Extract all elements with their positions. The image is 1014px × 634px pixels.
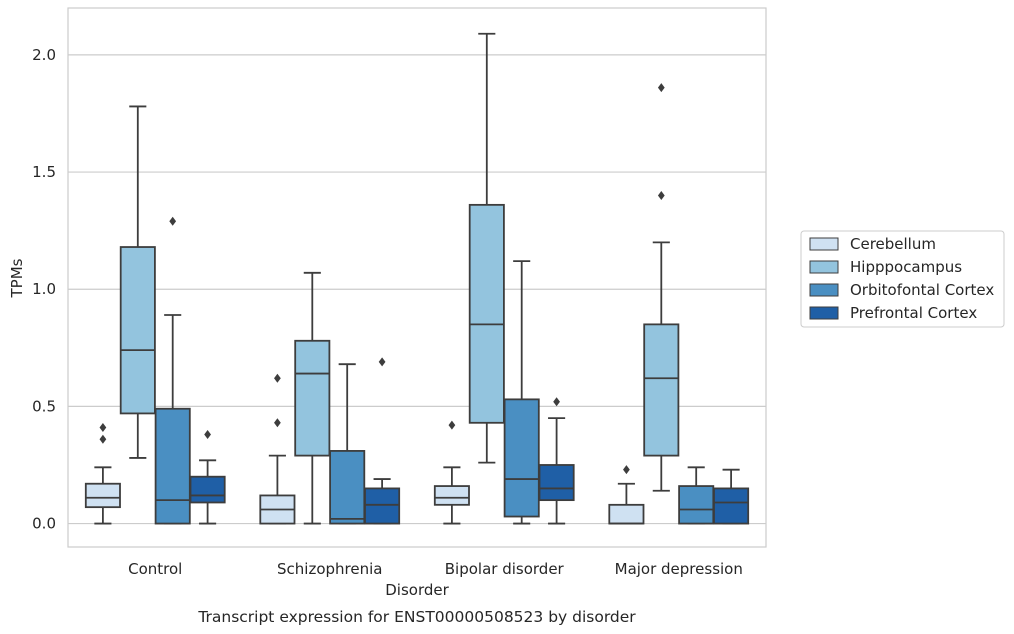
box-orbitofontal-cortex: [678, 466, 715, 525]
box-prefrontal-cortex: [713, 468, 750, 525]
x-tick-label: Major depression: [615, 560, 743, 578]
outlier-point: [99, 434, 107, 444]
outlier-point: [553, 397, 560, 407]
y-axis-label: TPMs: [8, 258, 26, 298]
iqr-box: [433, 485, 470, 506]
box-hipppocampus: [294, 271, 331, 525]
y-tick-label: 1.5: [32, 163, 56, 181]
iqr-box: [713, 487, 750, 525]
iqr-box: [119, 246, 156, 415]
outlier-point: [99, 422, 107, 432]
outlier-point: [378, 357, 386, 367]
box-orbitofontal-cortex: [154, 216, 191, 525]
box-orbitofontal-cortex: [503, 260, 540, 525]
legend: Cerebellum Hipppocampus Orbitofontal Corte…: [800, 230, 1005, 328]
legend-label: Cerebellum: [850, 235, 936, 253]
box-groups: [84, 32, 750, 525]
box-hipppocampus: [119, 105, 156, 459]
iqr-box: [608, 503, 645, 525]
iqr-box: [294, 339, 331, 457]
x-tick-label: Control: [128, 560, 182, 578]
box-hipppocampus: [643, 83, 680, 492]
legend-swatch: [809, 237, 839, 251]
box-prefrontal-cortex: [189, 430, 226, 525]
legend-label: Hipppocampus: [850, 258, 962, 276]
box-cerebellum: [84, 422, 121, 525]
plot-frame: [67, 7, 767, 548]
iqr-box: [154, 407, 191, 525]
iqr-box: [643, 323, 680, 457]
x-tick-label: Schizophrenia: [277, 560, 382, 578]
outlier-point: [657, 190, 665, 200]
legend-swatch: [809, 306, 839, 320]
x-axis-label: Disorder: [385, 581, 449, 599]
legend-swatch: [809, 260, 839, 274]
legend-label: Prefrontal Cortex: [850, 304, 977, 322]
legend-frame: [800, 230, 1005, 328]
iqr-box: [503, 398, 540, 518]
y-tick-label: 0.5: [32, 397, 56, 415]
iqr-box: [189, 475, 226, 504]
iqr-box: [84, 482, 121, 509]
outlier-point: [204, 430, 211, 440]
y-axis-ticks: 0.0 0.5 1.0 1.5 2.0: [32, 46, 56, 533]
x-tick-label: Bipolar disorder: [445, 560, 565, 578]
chart-caption: Transcript expression for ENST0000050852…: [197, 608, 636, 626]
iqr-box: [468, 203, 505, 424]
x-axis-ticks: Control Schizophrenia Bipolar disorder Majo…: [128, 560, 743, 578]
outlier-point: [169, 216, 177, 226]
box-prefrontal-cortex: [538, 397, 575, 525]
iqr-box: [364, 487, 401, 525]
y-tick-label: 1.0: [32, 280, 56, 298]
legend-swatch: [809, 283, 839, 297]
outlier-point: [274, 418, 281, 428]
box-hipppocampus: [468, 32, 505, 464]
box-cerebellum: [608, 465, 645, 525]
iqr-box: [678, 485, 715, 525]
iqr-box: [538, 464, 575, 502]
outlier-point: [274, 373, 281, 383]
outlier-point: [448, 420, 456, 430]
y-tick-label: 2.0: [32, 46, 56, 64]
box-cerebellum: [259, 373, 296, 525]
iqr-box: [329, 450, 366, 525]
outlier-point: [623, 465, 630, 475]
box-orbitofontal-cortex: [329, 363, 366, 525]
legend-label: Orbitofontal Cortex: [850, 281, 994, 299]
outlier-point: [657, 83, 665, 93]
box-cerebellum: [433, 420, 470, 525]
box-prefrontal-cortex: [364, 357, 401, 525]
y-tick-label: 0.0: [32, 515, 56, 533]
